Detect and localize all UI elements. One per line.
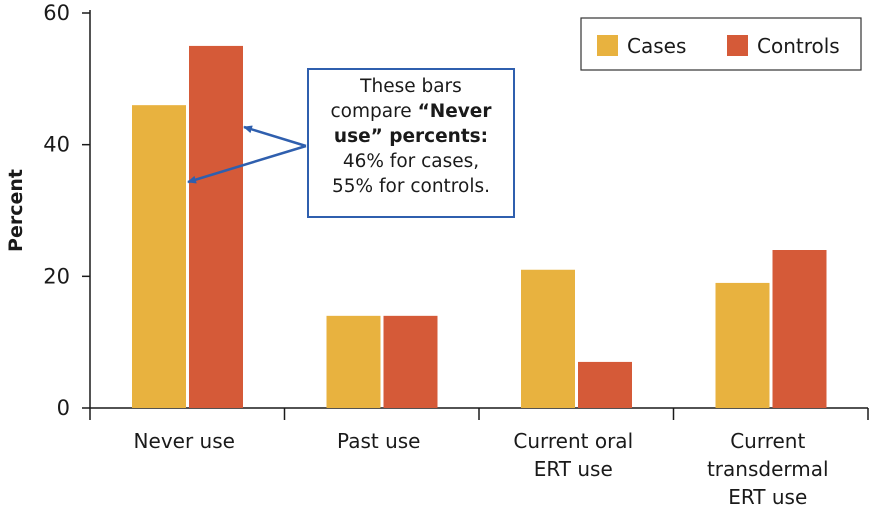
legend-label-controls: Controls [757, 34, 840, 58]
x-category-label: Past use [337, 429, 420, 453]
y-tick-label: 40 [43, 133, 70, 157]
annotation-text: compare [330, 101, 418, 122]
bar-cases-2 [326, 315, 381, 408]
legend-swatch-controls [727, 35, 748, 56]
x-category-label-line: Current oral [513, 429, 633, 453]
annotation-line: 55% for controls. [309, 174, 513, 199]
arrow-to-cases-bar [187, 144, 307, 184]
legend-label-cases: Cases [627, 34, 686, 58]
x-category-label: Current transdermal ERT use [707, 429, 829, 509]
bar-controls-2 [383, 315, 438, 408]
x-category-label-line: Current [730, 429, 805, 453]
y-tick-label: 60 [43, 1, 70, 25]
legend: Cases Controls [580, 17, 862, 71]
bar-controls-4 [772, 250, 827, 408]
legend-box [580, 17, 862, 71]
annotation-line: compare “Never [309, 99, 513, 124]
annotation-text: use” percents: [333, 126, 489, 147]
annotation-line: These bars [309, 74, 513, 99]
x-category-label-line: Past use [337, 429, 420, 453]
bar-controls-3 [578, 361, 632, 408]
bar-cases-3 [521, 269, 575, 408]
x-category-label-line: Never use [134, 429, 235, 453]
bars [132, 45, 827, 409]
legend-swatch-cases [597, 35, 618, 56]
annotation-text: These bars [360, 76, 462, 97]
annotation-text: 55% for controls. [332, 176, 490, 197]
bar-cases-1 [132, 105, 186, 409]
y-tick-label: 20 [43, 264, 70, 288]
x-category-label-line: ERT use [728, 485, 807, 509]
axis-labels: 0 20 40 60 Never use Past use Current oral ERT … [5, 1, 829, 509]
annotation-callout: These bars compare “Never use” percents: 46… [307, 68, 515, 218]
annotation-text: 46% for cases, [342, 151, 480, 172]
y-tick-label: 0 [57, 396, 70, 420]
y-axis-label: Percent [5, 169, 27, 252]
annotation-line: 46% for cases, [309, 149, 513, 174]
bar-cases-4 [715, 282, 770, 408]
x-category-label: Current oral ERT use [513, 429, 633, 481]
x-category-label-line: transdermal [707, 457, 829, 481]
annotation-text: “Never [417, 101, 492, 122]
annotation-arrows [187, 125, 307, 184]
x-category-label-line: ERT use [534, 457, 613, 481]
bar-controls-1 [189, 45, 243, 409]
annotation-line: use” percents: [309, 124, 513, 149]
x-category-label: Never use [134, 429, 235, 453]
arrow-to-controls-bar [243, 125, 307, 148]
